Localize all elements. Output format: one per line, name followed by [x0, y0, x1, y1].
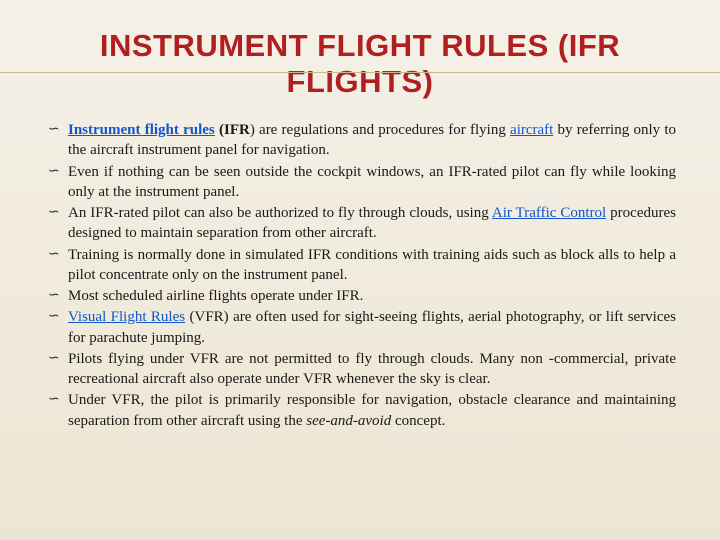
- bullet-marker-icon: ∽: [48, 162, 68, 182]
- text-segment: concept.: [391, 413, 445, 429]
- bullet-text: Most scheduled airline flights operate u…: [68, 286, 676, 306]
- list-item: ∽Under VFR, the pilot is primarily respo…: [48, 390, 676, 431]
- bullet-text: Even if nothing can be seen outside the …: [68, 162, 676, 203]
- bullet-marker-icon: ∽: [48, 286, 68, 306]
- text-segment: Training is normally done in simulated I…: [68, 247, 676, 283]
- text-segment: aircraft: [510, 122, 553, 138]
- page-title: INSTRUMENT FLIGHT RULES (IFR FLIGHTS): [44, 28, 676, 100]
- bullet-text: Visual Flight Rules (VFR) are often used…: [68, 307, 676, 348]
- text-segment: see-and-avoid: [306, 413, 391, 429]
- bullet-text: Instrument flight rules (IFR) are regula…: [68, 120, 676, 161]
- text-segment: (: [215, 122, 224, 138]
- text-segment: IFR: [224, 122, 250, 138]
- text-segment: ) are regulations and procedures for fly…: [250, 122, 510, 138]
- list-item: ∽Even if nothing can be seen outside the…: [48, 162, 676, 203]
- bullet-text: An IFR-rated pilot can also be authorize…: [68, 203, 676, 244]
- text-segment: Most scheduled airline flights operate u…: [68, 288, 363, 304]
- bullet-marker-icon: ∽: [48, 349, 68, 369]
- text-segment: Instrument flight rules: [68, 122, 215, 138]
- bullet-marker-icon: ∽: [48, 307, 68, 327]
- text-segment: Pilots flying under VFR are not permitte…: [68, 351, 676, 387]
- title-underline: [0, 72, 720, 73]
- bullet-text: Pilots flying under VFR are not permitte…: [68, 349, 676, 390]
- slide: INSTRUMENT FLIGHT RULES (IFR FLIGHTS) ∽I…: [0, 0, 720, 540]
- text-segment: An IFR-rated pilot can also be authorize…: [68, 205, 492, 221]
- list-item: ∽Pilots flying under VFR are not permitt…: [48, 349, 676, 390]
- bullet-marker-icon: ∽: [48, 245, 68, 265]
- bullet-marker-icon: ∽: [48, 120, 68, 140]
- bullet-marker-icon: ∽: [48, 203, 68, 223]
- list-item: ∽Instrument flight rules (IFR) are regul…: [48, 120, 676, 161]
- bullet-text: Under VFR, the pilot is primarily respon…: [68, 390, 676, 431]
- bullet-list: ∽Instrument flight rules (IFR) are regul…: [44, 120, 676, 431]
- list-item: ∽Visual Flight Rules (VFR) are often use…: [48, 307, 676, 348]
- text-segment: Visual Flight Rules: [68, 309, 185, 325]
- text-segment: Even if nothing can be seen outside the …: [68, 164, 676, 200]
- bullet-marker-icon: ∽: [48, 390, 68, 410]
- list-item: ∽Most scheduled airline flights operate …: [48, 286, 676, 306]
- list-item: ∽Training is normally done in simulated …: [48, 245, 676, 286]
- text-segment: Air Traffic Control: [492, 205, 606, 221]
- bullet-text: Training is normally done in simulated I…: [68, 245, 676, 286]
- list-item: ∽An IFR-rated pilot can also be authoriz…: [48, 203, 676, 244]
